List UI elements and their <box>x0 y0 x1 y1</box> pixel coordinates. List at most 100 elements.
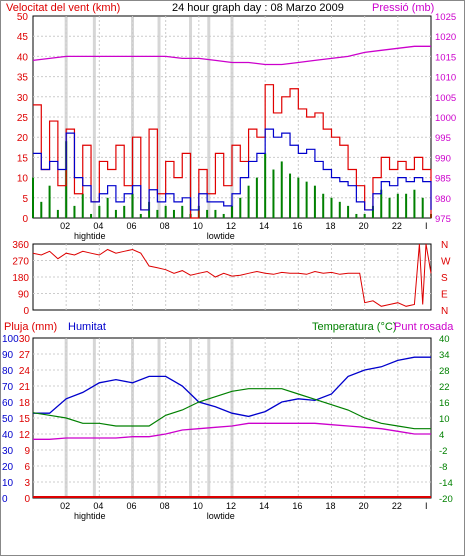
x-tick-label: 02 <box>60 221 70 231</box>
x-tick-label: 20 <box>359 501 369 511</box>
pressure-tick-label: 985 <box>435 174 451 185</box>
tide-marker <box>131 17 134 217</box>
pressure-tick-label: 1010 <box>435 73 456 84</box>
x-tick-label: 20 <box>359 221 369 231</box>
rain-tick-label: 21 <box>19 382 31 393</box>
x-tick-label: 16 <box>292 501 302 511</box>
x-tick-label: 14 <box>259 221 269 231</box>
tide-marker <box>64 17 68 217</box>
tide-marker <box>131 339 134 497</box>
pressure-tick-label: 1005 <box>435 93 456 104</box>
tide-marker <box>207 17 211 217</box>
rain-tick-label: 15 <box>19 414 31 425</box>
wind-tick-label: 15 <box>17 153 29 164</box>
rain-tick-label: 30 <box>19 334 31 345</box>
pressure-axis-title: Pressió (mb) <box>372 2 434 14</box>
tide-marker <box>92 17 96 217</box>
temperature-tick-label: 16 <box>439 398 450 409</box>
axes-layer: 0510152025303540455097598098599099510001… <box>2 12 456 521</box>
direction-series <box>32 243 432 307</box>
rain-axis-title: Pluja (mm) <box>4 321 57 333</box>
compass-label: N <box>441 240 448 251</box>
x-tick-label: 08 <box>160 501 170 511</box>
x-tick-label: 06 <box>127 221 137 231</box>
x-tick-label: 12 <box>226 501 236 511</box>
wind-tick-label: 35 <box>17 73 29 84</box>
pressure-tick-label: 975 <box>435 214 451 225</box>
tide-marker <box>157 339 161 497</box>
rain-tick-label: 0 <box>24 494 30 505</box>
rain-tick-label: 6 <box>24 462 30 473</box>
pressure-tick-label: 1000 <box>435 113 456 124</box>
pressure-tick-label: 1015 <box>435 52 456 63</box>
wind-tick-label: 20 <box>17 133 29 144</box>
pressure-tick-label: 990 <box>435 153 451 164</box>
wind-tick-label: 50 <box>17 12 29 23</box>
tide-marker <box>230 17 234 217</box>
temperature-axis-title: Temperatura (°C) <box>312 321 396 333</box>
x-tick-label: 14 <box>259 501 269 511</box>
wind-tick-label: 45 <box>17 32 29 43</box>
tide-marker <box>157 17 161 217</box>
rain-tick-label: 9 <box>24 446 30 457</box>
x-tick-label: 22 <box>392 221 402 231</box>
x-tick-label: 18 <box>326 501 336 511</box>
x-tick-label: 02 <box>60 501 70 511</box>
direction-tick-label: 270 <box>12 257 29 268</box>
humidity-tick-label: 30 <box>2 446 14 457</box>
rain-tick-label: 27 <box>19 350 31 361</box>
humidity-tick-label: 20 <box>2 462 14 473</box>
pressure-tick-label: 1025 <box>435 12 456 23</box>
humidity-axis-title: Humitat <box>68 321 106 333</box>
temperature-tick-label: -2 <box>439 446 447 457</box>
x-tick-label: 04 <box>93 501 103 511</box>
compass-label: S <box>441 273 448 284</box>
pressure-tick-label: 980 <box>435 194 451 205</box>
temperature-tick-label: 4 <box>439 430 444 441</box>
tide-marker <box>189 339 193 497</box>
x-tick-label: 22 <box>392 501 402 511</box>
tide-label: hightide <box>74 511 106 521</box>
direction-tick-label: 360 <box>12 240 29 251</box>
tide-marker <box>189 17 193 217</box>
humidity-series <box>33 356 431 418</box>
humidity-tick-label: 60 <box>2 398 14 409</box>
rain-tick-label: 18 <box>19 398 31 409</box>
x-tick-label: 12 <box>226 221 236 231</box>
temperature-tick-label: 22 <box>439 382 450 393</box>
humidity-tick-label: 0 <box>2 494 8 505</box>
compass-label: E <box>441 290 448 301</box>
tide-marker <box>207 339 211 497</box>
tide-marker <box>92 339 96 497</box>
temperature-tick-label: 34 <box>439 350 450 361</box>
x-tick-label: 08 <box>160 221 170 231</box>
tide-label: lowtide <box>207 511 235 521</box>
x-tick-label: I <box>425 501 428 511</box>
avg-wind-series <box>33 128 432 211</box>
tide-label: lowtide <box>207 231 235 241</box>
wind-tick-label: 40 <box>17 52 29 63</box>
rain-tick-label: 12 <box>19 430 31 441</box>
x-tick-label: 10 <box>193 501 203 511</box>
compass-label: W <box>441 257 451 268</box>
temperature-tick-label: 28 <box>439 366 450 377</box>
humidity-tick-label: 70 <box>2 382 14 393</box>
wind-tick-label: 30 <box>17 93 29 104</box>
tide-label: hightide <box>74 231 106 241</box>
x-tick-label: 04 <box>93 221 103 231</box>
wind-tick-label: 25 <box>17 113 29 124</box>
x-tick-label: I <box>425 221 428 231</box>
temperature-tick-label: -14 <box>439 478 453 489</box>
temperature-series <box>32 388 431 430</box>
humidity-tick-label: 40 <box>2 430 14 441</box>
direction-tick-label: 0 <box>23 306 29 317</box>
wind-tick-label: 5 <box>22 194 28 205</box>
humidity-tick-label: 80 <box>2 366 14 377</box>
x-tick-label: 16 <box>292 221 302 231</box>
wind-axis-title: Velocitat del vent (kmh) <box>6 2 120 14</box>
x-tick-label: 18 <box>326 221 336 231</box>
temperature-tick-label: 40 <box>439 334 450 345</box>
humidity-tick-label: 10 <box>2 478 14 489</box>
